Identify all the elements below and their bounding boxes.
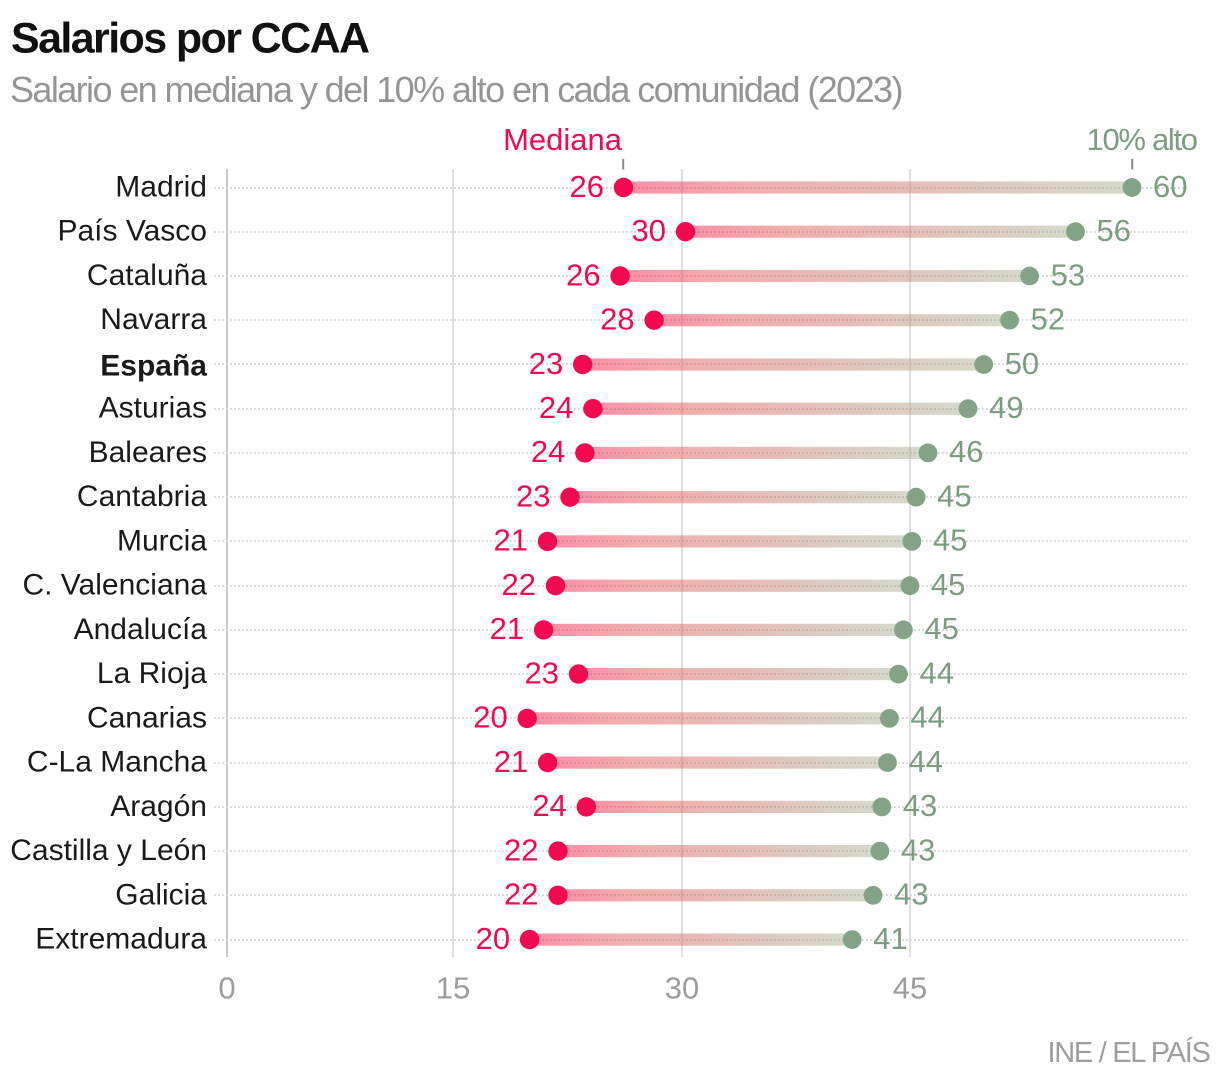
svg-text:15: 15 [436, 970, 470, 1005]
svg-text:C-La Mancha: C-La Mancha [27, 746, 207, 779]
svg-text:Salario en mediana y del 10% a: Salario en mediana y del 10% alto en cad… [10, 69, 902, 110]
svg-text:C. Valenciana: C. Valenciana [22, 569, 207, 602]
svg-text:28: 28 [600, 302, 634, 337]
svg-text:22: 22 [504, 832, 538, 867]
svg-text:44: 44 [920, 655, 954, 690]
svg-text:Navarra: Navarra [100, 303, 207, 336]
svg-text:24: 24 [531, 434, 565, 469]
svg-text:60: 60 [1153, 169, 1187, 204]
svg-text:España: España [100, 350, 207, 383]
svg-text:Salarios por CCAA: Salarios por CCAA [11, 14, 369, 62]
svg-text:53: 53 [1051, 257, 1085, 292]
svg-text:46: 46 [949, 434, 983, 469]
svg-text:45: 45 [893, 970, 927, 1005]
svg-text:Canarias: Canarias [87, 701, 207, 734]
svg-text:26: 26 [570, 169, 604, 204]
svg-text:43: 43 [903, 788, 937, 823]
svg-text:23: 23 [516, 479, 550, 514]
svg-text:56: 56 [1097, 213, 1131, 248]
svg-text:Castilla y León: Castilla y León [10, 834, 207, 867]
svg-text:País Vasco: País Vasco [57, 215, 207, 248]
svg-text:Andalucía: Andalucía [74, 613, 208, 646]
svg-text:24: 24 [539, 390, 573, 425]
svg-text:30: 30 [632, 213, 666, 248]
svg-text:49: 49 [989, 390, 1023, 425]
svg-text:INE / EL PAÍS: INE / EL PAÍS [1048, 1036, 1211, 1069]
svg-text:45: 45 [937, 479, 971, 514]
svg-text:Asturias: Asturias [99, 392, 207, 425]
svg-text:44: 44 [909, 744, 943, 779]
svg-text:Cantabria: Cantabria [77, 480, 207, 513]
svg-text:50: 50 [1005, 346, 1039, 381]
svg-text:45: 45 [931, 567, 965, 602]
svg-text:21: 21 [490, 611, 524, 646]
svg-text:Madrid: Madrid [115, 171, 207, 204]
svg-text:10% alto: 10% alto [1087, 122, 1197, 157]
svg-text:Murcia: Murcia [117, 524, 207, 557]
svg-text:21: 21 [494, 523, 528, 558]
svg-text:Baleares: Baleares [89, 436, 207, 469]
svg-text:20: 20 [476, 921, 510, 956]
svg-text:20: 20 [473, 700, 507, 735]
svg-text:Cataluña: Cataluña [87, 259, 207, 292]
svg-text:23: 23 [525, 655, 559, 690]
svg-text:52: 52 [1031, 302, 1065, 337]
svg-text:44: 44 [910, 700, 944, 735]
svg-text:26: 26 [566, 257, 600, 292]
svg-text:Mediana: Mediana [503, 122, 623, 157]
svg-text:Extremadura: Extremadura [35, 923, 207, 956]
svg-text:0: 0 [218, 970, 235, 1005]
svg-text:45: 45 [933, 523, 967, 558]
svg-text:21: 21 [494, 744, 528, 779]
svg-text:22: 22 [504, 877, 538, 912]
svg-text:Galicia: Galicia [115, 878, 207, 911]
svg-text:La Rioja: La Rioja [97, 657, 207, 690]
svg-text:45: 45 [924, 611, 958, 646]
svg-text:24: 24 [532, 788, 566, 823]
svg-text:43: 43 [901, 832, 935, 867]
svg-text:41: 41 [873, 921, 907, 956]
svg-text:Aragón: Aragón [110, 790, 207, 823]
svg-text:23: 23 [529, 346, 563, 381]
svg-text:22: 22 [502, 567, 536, 602]
svg-text:30: 30 [665, 970, 699, 1005]
svg-text:43: 43 [894, 877, 928, 912]
